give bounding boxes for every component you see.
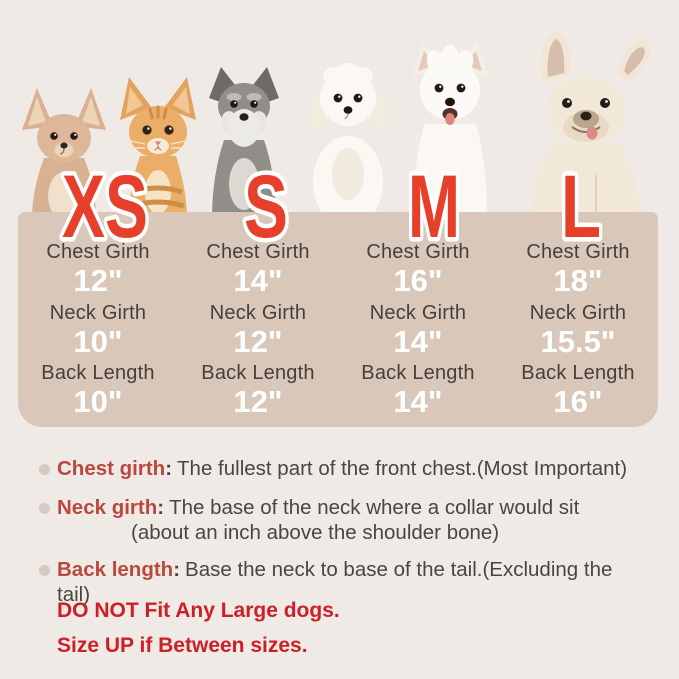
chest-girth-label: Chest Girth bbox=[526, 241, 630, 263]
back-length-value-xs: 10" bbox=[73, 384, 123, 420]
back-length-label: Back Length bbox=[41, 362, 155, 385]
size-letters: XS S M L bbox=[58, 152, 606, 249]
warning-no-large-dogs: DO NOT Fit Any Large dogs. bbox=[57, 599, 340, 622]
chest-girth-label: Chest Girth bbox=[366, 241, 470, 263]
neck-girth-label: Neck Girth bbox=[209, 301, 307, 324]
chest-girth-value-l: 18" bbox=[553, 263, 603, 298]
chest-girth-label: Chest Girth bbox=[46, 241, 150, 263]
size-letter-s: S bbox=[244, 156, 288, 248]
definition-term: Back length bbox=[57, 558, 174, 581]
size-chart-panel: Chest Girth 12" Neck Girth 10" Back Leng… bbox=[18, 212, 658, 427]
definition-back-length: Back length: Base the neck to base of the… bbox=[39, 557, 651, 607]
definition-text-line2: (about an inch above the shoulder bone) bbox=[131, 521, 500, 544]
size-letter-m: M bbox=[408, 156, 460, 248]
neck-girth-value-s: 12" bbox=[233, 323, 283, 359]
definition-term: Chest girth bbox=[57, 457, 166, 480]
chest-girth-value-xs: 12" bbox=[73, 263, 123, 298]
definition-text: Base the neck to base of the tail.(Exclu… bbox=[57, 558, 613, 606]
definition-neck-girth: Neck girth: The base of the neck where a … bbox=[39, 495, 651, 545]
back-length-value-l: 16" bbox=[553, 384, 603, 420]
back-length-label: Back Length bbox=[361, 362, 475, 385]
miniature-schnauzer-icon bbox=[209, 67, 279, 219]
neck-girth-label: Neck Girth bbox=[369, 301, 467, 324]
neck-girth-label: Neck Girth bbox=[49, 301, 147, 324]
size-column-s: Chest Girth 14" Neck Girth 12" Back Leng… bbox=[178, 239, 338, 427]
back-length-label: Back Length bbox=[201, 362, 315, 385]
fit-warnings: DO NOT Fit Any Large dogs. Size UP if Be… bbox=[57, 599, 340, 669]
white-terrier-icon bbox=[412, 42, 488, 219]
definition-text: The fullest part of the front chest.(Mos… bbox=[177, 457, 628, 480]
definition-text: The base of the neck where a collar woul… bbox=[169, 496, 580, 519]
definition-term: Neck girth bbox=[57, 496, 158, 519]
neck-girth-value-l: 15.5" bbox=[540, 323, 616, 359]
chihuahua-icon bbox=[22, 88, 106, 219]
size-column-m: Chest Girth 16" Neck Girth 14" Back Leng… bbox=[338, 239, 498, 427]
orange-tabby-cat-icon bbox=[120, 77, 196, 219]
french-bulldog-icon bbox=[532, 31, 650, 219]
size-column-l: Chest Girth 18" Neck Girth 15.5" Back Le… bbox=[498, 239, 658, 427]
bullet-dot-icon bbox=[39, 503, 50, 514]
definition-separator: : bbox=[165, 457, 173, 480]
size-letter-l: L bbox=[561, 156, 601, 248]
maltese-dog-icon bbox=[307, 63, 389, 219]
neck-girth-value-m: 14" bbox=[393, 323, 443, 359]
size-column-xs: Chest Girth 12" Neck Girth 10" Back Leng… bbox=[18, 239, 178, 427]
definition-separator: : bbox=[157, 496, 165, 519]
chest-girth-value-s: 14" bbox=[233, 263, 283, 298]
back-length-value-m: 14" bbox=[393, 384, 443, 420]
measurement-definitions: Chest girth: The fullest part of the fron… bbox=[39, 456, 651, 621]
back-length-label: Back Length bbox=[521, 362, 635, 385]
warning-size-up: Size UP if Between sizes. bbox=[57, 634, 308, 657]
bullet-dot-icon bbox=[39, 565, 50, 576]
chest-girth-label: Chest Girth bbox=[206, 241, 310, 263]
back-length-value-s: 12" bbox=[233, 384, 283, 420]
definition-separator: : bbox=[173, 558, 181, 581]
size-letter-xs: XS bbox=[62, 156, 148, 248]
neck-girth-value-xs: 10" bbox=[73, 323, 123, 359]
neck-girth-label: Neck Girth bbox=[529, 301, 627, 324]
definition-chest-girth: Chest girth: The fullest part of the fron… bbox=[39, 456, 651, 481]
chest-girth-value-m: 16" bbox=[393, 263, 443, 298]
bullet-dot-icon bbox=[39, 464, 50, 475]
